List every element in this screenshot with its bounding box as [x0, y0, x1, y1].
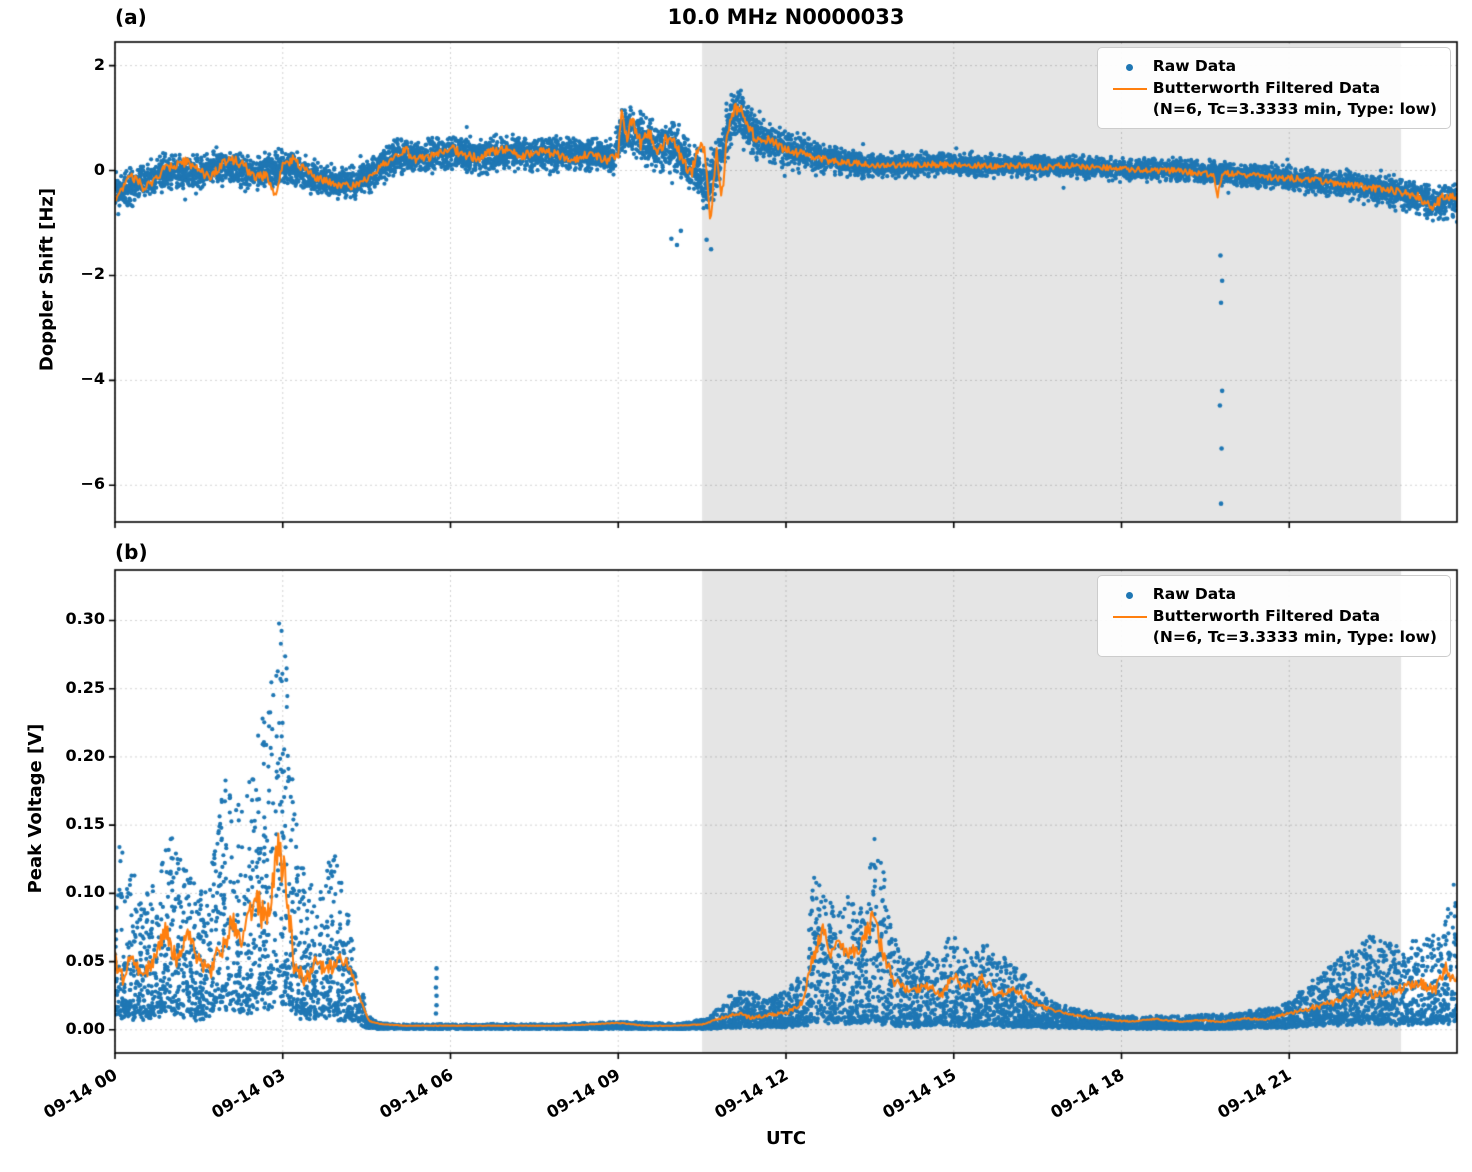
ytick-label: 0: [93, 159, 105, 179]
legend-filtered-entry: Butterworth Filtered Data (N=6, Tc=3.333…: [1107, 78, 1437, 120]
legend-filtered-marker-cell: [1107, 606, 1153, 628]
legend-panel-b: Raw Data Butterworth Filtered Data (N=6,…: [1096, 575, 1451, 657]
legend-raw-marker-cell: [1107, 584, 1153, 606]
y-axis-label-voltage: Peak Voltage [V]: [25, 723, 46, 894]
ytick-label: 0.30: [65, 609, 105, 629]
x-axis-label: UTC: [765, 1128, 807, 1149]
legend-filtered-marker-cell: [1107, 78, 1153, 100]
legend-filtered-entry: Butterworth Filtered Data (N=6, Tc=3.333…: [1107, 606, 1437, 648]
legend-panel-a: Raw Data Butterworth Filtered Data (N=6,…: [1096, 47, 1451, 129]
legend-raw-label: Raw Data: [1152, 57, 1237, 75]
panel-a-label: (a): [115, 5, 147, 29]
raw-data-marker-icon: [1126, 591, 1134, 599]
ytick-label: 0.00: [65, 1018, 105, 1038]
legend-filtered-sublabel: (N=6, Tc=3.3333 min, Type: low): [1152, 100, 1437, 118]
filtered-line-marker-icon: [1112, 88, 1147, 90]
ytick-label: 0.25: [65, 677, 105, 697]
ytick-label: 0.20: [65, 745, 105, 765]
ytick-label: 0.10: [65, 882, 105, 902]
ytick-label: −6: [80, 474, 105, 494]
legend-raw-entry: Raw Data: [1107, 56, 1437, 78]
legend-raw-label: Raw Data: [1152, 585, 1237, 603]
raw-data-marker-icon: [1126, 63, 1134, 71]
ytick-label: 0.15: [65, 814, 105, 834]
chart-title: 10.0 MHz N0000033: [667, 5, 905, 29]
legend-raw-marker-cell: [1107, 56, 1153, 78]
panel-b-label: (b): [115, 540, 148, 564]
ytick-label: 0.05: [65, 950, 105, 970]
legend-filtered-label-block: Butterworth Filtered Data (N=6, Tc=3.333…: [1153, 78, 1437, 120]
ytick-label: −2: [80, 264, 105, 284]
filtered-line-marker-icon: [1112, 616, 1147, 618]
ytick-label: −4: [80, 369, 105, 389]
legend-raw-entry: Raw Data: [1107, 584, 1437, 606]
legend-filtered-label-block: Butterworth Filtered Data (N=6, Tc=3.333…: [1153, 606, 1437, 648]
legend-filtered-sublabel: (N=6, Tc=3.3333 min, Type: low): [1152, 628, 1437, 646]
legend-filtered-label: Butterworth Filtered Data: [1152, 607, 1381, 625]
legend-filtered-label: Butterworth Filtered Data: [1152, 79, 1381, 97]
ytick-label: 2: [93, 54, 105, 74]
